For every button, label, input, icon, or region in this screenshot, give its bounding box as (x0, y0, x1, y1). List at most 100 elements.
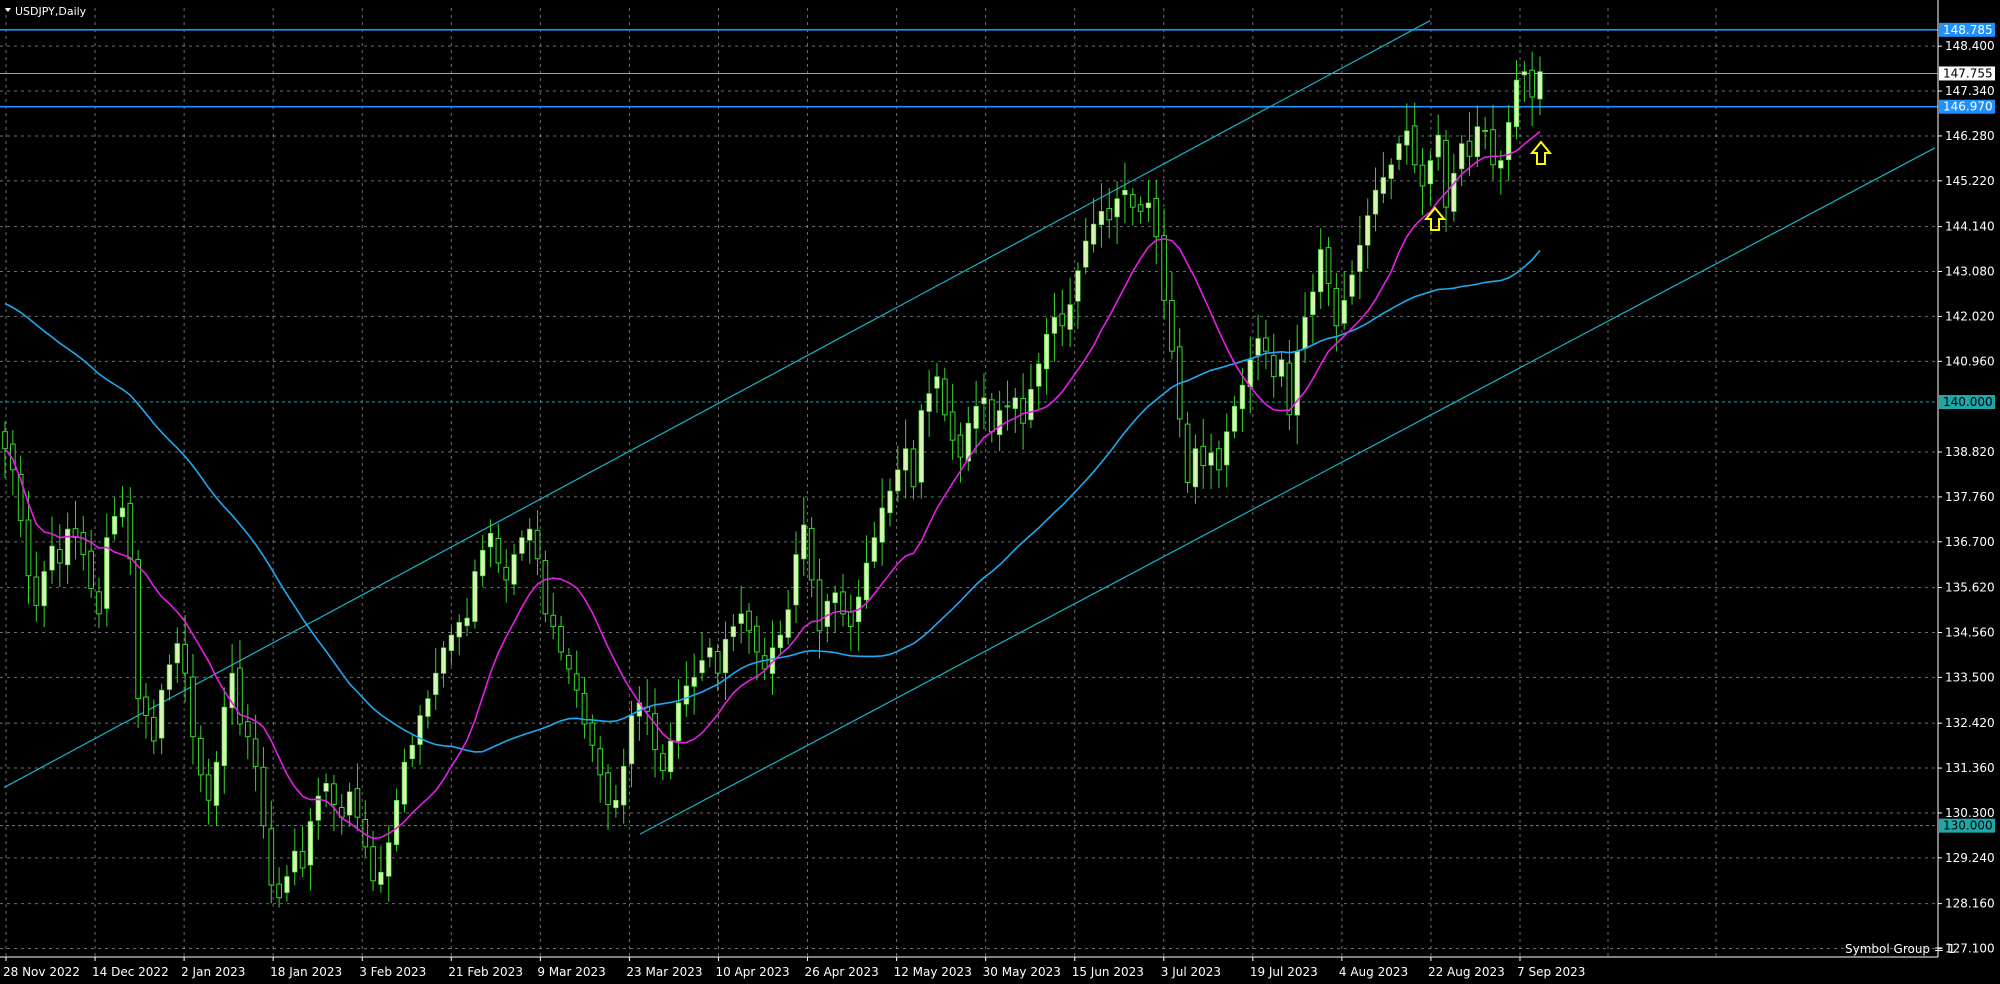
chevron-down-icon[interactable] (5, 8, 11, 12)
candle-body (1474, 126, 1480, 158)
grid-lines (0, 8, 1938, 957)
candle-body (1270, 355, 1277, 378)
candle-body (652, 713, 658, 750)
candle-body (1122, 189, 1128, 196)
candle-body (1098, 211, 1105, 225)
candle-body (119, 507, 126, 518)
candle-body (299, 850, 306, 869)
candle-body (1498, 160, 1504, 169)
candle-body (1169, 300, 1175, 352)
candle-body (417, 715, 423, 745)
time-tick-label: 26 Apr 2023 (805, 965, 879, 979)
candle-body (534, 529, 541, 560)
candle-body (1255, 338, 1261, 356)
candle-body (847, 611, 854, 628)
candle-body (2, 431, 8, 450)
candle-body (433, 672, 439, 695)
candle-body (1231, 405, 1238, 432)
candle-body (621, 766, 627, 806)
candle-body (1443, 139, 1449, 208)
candle-body (72, 528, 79, 539)
candle-body (840, 591, 846, 615)
up-arrow-icon (1529, 140, 1553, 165)
channel-lower-line[interactable] (639, 147, 1936, 835)
price-axis[interactable]: 148.400 147.340 146.280 145.220 144.140 143.0… (1937, 0, 1995, 957)
candle-body (808, 527, 815, 581)
candle-body (1263, 337, 1269, 352)
price-tick-label: 138.820 (1945, 445, 1995, 459)
candle-body (17, 473, 24, 522)
candle-body (965, 422, 971, 462)
candle-body (683, 685, 690, 705)
candle-body (1294, 350, 1300, 416)
candle-body (111, 516, 118, 535)
price-tag-box (1939, 99, 1995, 114)
price-tick-label: 136.700 (1945, 535, 1995, 549)
price-tag-box (1939, 22, 1995, 37)
candle-body (323, 782, 329, 792)
candle-body (244, 721, 251, 738)
arrow-markers (1423, 140, 1553, 231)
candle-body (934, 376, 940, 389)
candle-body (378, 871, 384, 885)
candle-body (1090, 223, 1097, 245)
candle-body (1333, 287, 1340, 327)
candle-body (1396, 143, 1402, 161)
candle-body (252, 738, 259, 767)
time-axis[interactable]: 28 Nov 2022 14 Dec 2022 2 Jan 2023 18 Jan 2… (0, 956, 1938, 979)
channel-upper-line[interactable] (3, 20, 1431, 789)
price-tick-label: 128.160 (1945, 897, 1995, 911)
time-tick-label: 10 Apr 2023 (715, 965, 789, 979)
price-tag-label: 130.000 (1943, 819, 1993, 833)
price-tag-label: 147.755 (1943, 66, 1993, 80)
candle-body (1145, 202, 1152, 209)
candle-body (495, 537, 502, 564)
candle-body (221, 706, 227, 766)
candle-body (1325, 247, 1332, 284)
candle-body (464, 617, 470, 627)
chart-title[interactable]: USDJPY,Daily (5, 5, 87, 18)
candle-body (1537, 71, 1543, 100)
candle-body (1506, 122, 1512, 161)
time-tick-label: 19 Jul 2023 (1250, 965, 1318, 979)
candle-body (918, 410, 924, 483)
time-tick-label: 22 Aug 2023 (1428, 965, 1505, 979)
candle-body (1349, 274, 1355, 297)
time-tick-label: 12 May 2023 (894, 965, 972, 979)
candle-body (88, 550, 94, 589)
price-tag-label: 148.785 (1943, 23, 1993, 37)
price-tick-label: 148.400 (1945, 39, 1995, 53)
candles (2, 51, 1543, 908)
candle-body (331, 783, 337, 805)
price-tick-label: 132.420 (1945, 716, 1995, 730)
price-tag-box (1939, 818, 1995, 833)
candle-body (1020, 397, 1026, 424)
candle-body (926, 393, 932, 412)
candle-body (143, 696, 149, 717)
candle-body (691, 677, 697, 687)
trend-channel[interactable] (3, 20, 1936, 835)
candle-body (65, 528, 71, 566)
candle-body (1129, 194, 1136, 208)
candle-body (292, 850, 298, 873)
candle-body (816, 579, 823, 632)
candle-body (1239, 384, 1246, 410)
time-tick-label: 28 Nov 2022 (3, 965, 80, 979)
candle-body (981, 397, 987, 405)
candle-body (1216, 448, 1222, 471)
time-tick-label: 15 Jun 2023 (1072, 965, 1144, 979)
candle-body (511, 554, 517, 585)
time-tick-label: 30 May 2023 (983, 965, 1061, 979)
candle-body (895, 469, 901, 492)
candle-body (1004, 405, 1011, 408)
candle-body (197, 737, 204, 776)
candle-body (542, 560, 549, 615)
candle-body (1529, 69, 1536, 98)
candle-body (472, 571, 478, 622)
candle-body (276, 883, 282, 899)
candle-body (25, 519, 32, 577)
symbol-title: USDJPY,Daily (15, 5, 87, 18)
candle-body (668, 740, 674, 773)
